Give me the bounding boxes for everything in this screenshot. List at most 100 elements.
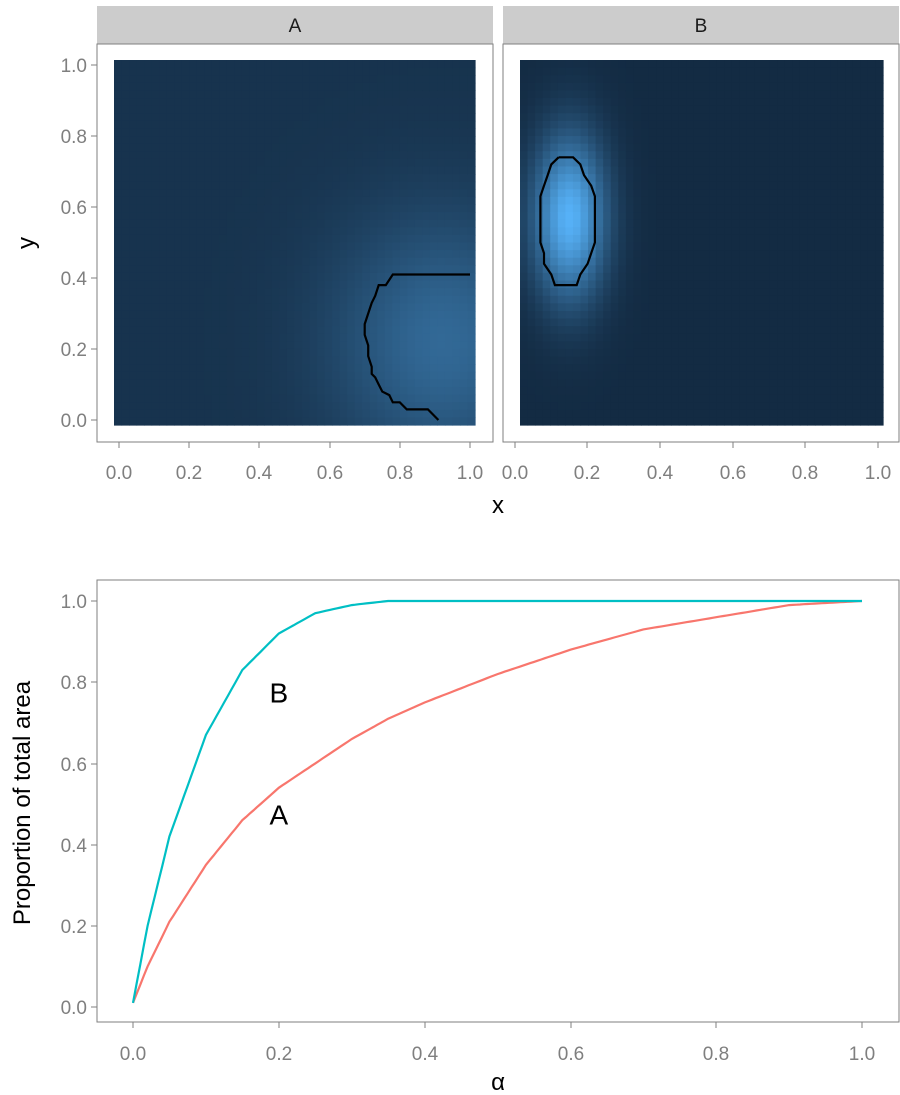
heat-cell [520,75,529,84]
heat-cell [822,371,831,380]
heat-cell [302,189,311,198]
heat-cell [377,204,386,213]
heat-cell [731,272,740,282]
heat-cell [588,219,597,228]
heat-cell [535,67,544,76]
heat-cell [114,189,123,198]
heat-cell [144,272,153,282]
heat-cell [384,371,393,380]
heat-cell [332,166,341,175]
heat-cell [166,174,175,183]
heat-cell [279,234,288,244]
heat-cell [610,158,619,168]
heat-cell [641,333,650,342]
heat-cell [429,402,438,411]
heat-cell [860,166,869,175]
heat-cell [459,386,469,396]
heat-cell [264,136,273,145]
heat-cell [724,158,733,168]
heat-cell [716,234,725,244]
heat-cell [136,242,145,251]
heat-cell [136,341,145,350]
heat-cell [354,333,363,342]
heat-cell [121,82,130,92]
heat-cell [867,128,877,137]
heat-cell [686,143,695,152]
heat-cell [249,394,258,403]
heat-cell [814,128,824,137]
heat-cell [746,348,756,358]
heat-cell [429,364,438,373]
heat-cell [875,158,884,168]
heat-cell [151,417,160,426]
heat-cell [618,105,627,114]
heat-cell [641,356,650,365]
heat-cell [219,310,228,320]
heat-cell [347,272,356,282]
heat-cell [249,181,258,190]
heat-cell [159,67,168,76]
heat-cell [557,227,566,236]
heat-cell [159,371,168,380]
heat-cell [633,174,642,183]
heat-cell [580,227,589,236]
heat-cell [174,288,183,297]
heat-cell [527,257,536,266]
heat-cell [610,409,619,418]
heat-cell [166,356,175,365]
heat-cell [852,227,861,236]
heat-cell [641,98,650,107]
heat-cell [459,288,469,297]
heat-cell [633,364,642,373]
heat-cell [860,272,869,282]
heat-cell [671,82,680,92]
heat-cell [204,105,213,114]
heat-cell [867,212,877,221]
heat-cell [663,303,672,312]
heat-cell [204,189,213,198]
heat-cell [354,379,363,388]
y-tick-label: 0.2 [61,340,87,361]
heat-cell [174,136,183,145]
heat-cell [286,143,296,152]
heat-cell [875,272,884,282]
heat-cell [144,212,153,221]
heat-cell [339,288,348,297]
heat-cell [309,90,318,99]
heat-cell [746,105,756,114]
heat-cell [716,212,725,221]
heat-cell [814,348,824,358]
heat-cell [271,326,281,335]
heat-cell [572,151,582,160]
heat-cell [656,288,665,297]
heat-cell [822,166,831,175]
x-tick-a-0: 0.0 [106,442,132,484]
heat-cell [392,409,401,418]
heat-cell [362,196,371,206]
heat-cell [279,67,288,76]
heat-cell [777,113,786,122]
heat-cell [256,105,266,114]
heat-cell [716,113,725,122]
heat-cell [279,379,288,388]
heat-cell [234,386,243,396]
heat-cell [754,82,763,92]
heat-cell [211,394,220,403]
heat-cell [769,265,778,274]
heat-cell [309,417,318,426]
heat-cell [769,242,778,251]
heat-cell [226,386,235,396]
heat-cell [377,341,386,350]
heat-cell [610,75,619,84]
heat-cell [459,75,469,84]
heat-cell [422,128,431,137]
x-tick-b-4: 0.8 [792,442,818,484]
heat-cell [875,341,884,350]
heat-cell [414,60,423,69]
heat-cell [739,394,748,403]
heat-cell [724,402,733,411]
heat-cell [166,189,175,198]
heat-cell [535,333,544,342]
heat-cell [279,98,288,107]
heat-cell [572,75,582,84]
